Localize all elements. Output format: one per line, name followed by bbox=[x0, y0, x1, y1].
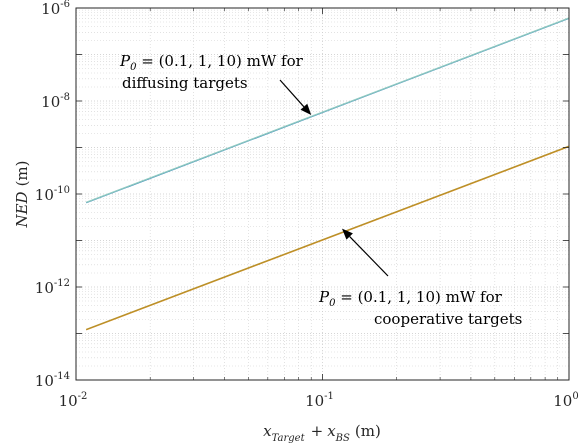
y-tick-label: 10-8 bbox=[41, 92, 70, 111]
series-line-1 bbox=[85, 17, 570, 203]
y-tick-label: 10-6 bbox=[41, 0, 70, 18]
annotation-cooperative: P0 = (0.1, 1, 10) mW for cooperative tar… bbox=[318, 228, 522, 328]
annotation-diffusing-line1: P0 = (0.1, 1, 10) mW for bbox=[119, 52, 304, 73]
annotation-cooperative-arrow bbox=[342, 228, 389, 277]
tick-marks bbox=[75, 7, 570, 381]
arrow-head bbox=[300, 103, 312, 115]
series-layer bbox=[85, 17, 570, 331]
annotation-diffusing-line2: diffusing targets bbox=[122, 74, 248, 92]
y-axis-label: NED(m) bbox=[13, 160, 31, 228]
x-tick-label: 10-1 bbox=[305, 391, 334, 410]
annotation-cooperative-line1: P0 = (0.1, 1, 10) mW for bbox=[318, 288, 503, 309]
x-tick-label: 10-2 bbox=[59, 391, 88, 410]
arrow-shaft bbox=[349, 236, 389, 277]
y-tick-label: 10-10 bbox=[35, 185, 70, 204]
y-tick-label: 10-14 bbox=[35, 371, 70, 390]
x-tick-labels: 10-2 10-1 100 bbox=[59, 391, 579, 410]
y-tick-labels: 10-14 10-12 10-10 10-8 10-6 bbox=[35, 0, 70, 390]
x-axis-label: xTarget + xBS (m) bbox=[263, 422, 381, 444]
annotation-diffusing: P0 = (0.1, 1, 10) mW for diffusing targe… bbox=[119, 52, 312, 115]
series-line-3 bbox=[85, 145, 570, 331]
annotation-diffusing-arrow bbox=[279, 79, 312, 115]
arrow-head bbox=[342, 228, 353, 240]
x-tick-label: 100 bbox=[553, 391, 578, 410]
arrow-shaft bbox=[279, 79, 305, 108]
y-tick-label: 10-12 bbox=[35, 278, 70, 297]
annotation-cooperative-line2: cooperative targets bbox=[374, 310, 522, 328]
